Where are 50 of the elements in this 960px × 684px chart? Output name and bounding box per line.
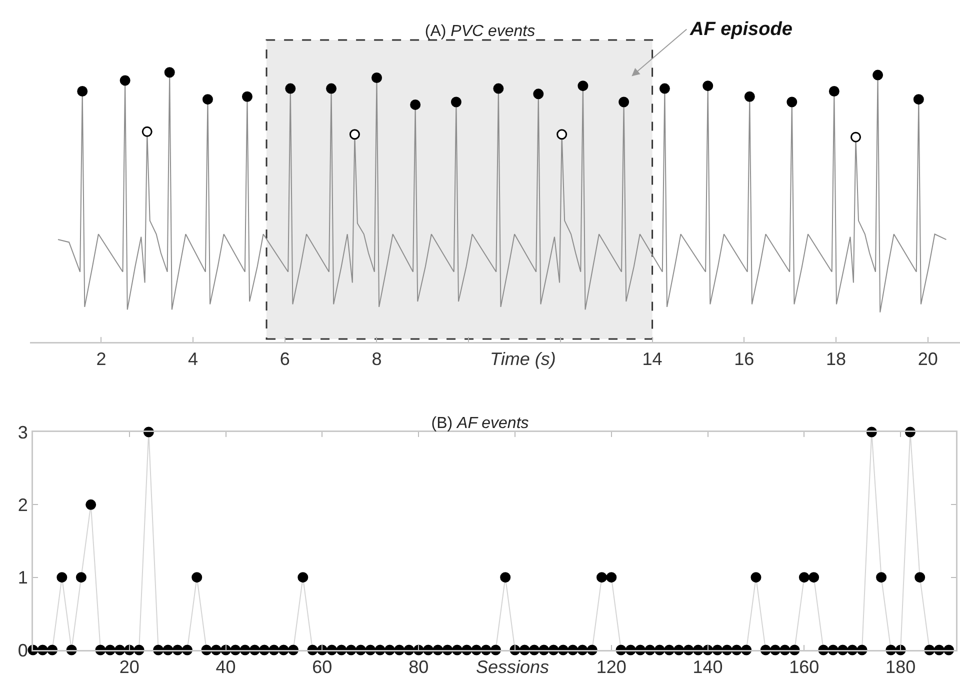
x-tick-label: 6 — [280, 349, 290, 370]
y-tick-label: 3 — [18, 422, 28, 442]
point — [533, 88, 544, 100]
y-tick-label: 1 — [18, 568, 28, 588]
point — [450, 96, 462, 108]
point — [242, 91, 252, 102]
point — [913, 94, 924, 105]
point — [744, 91, 755, 102]
point — [702, 80, 714, 92]
band-label: AF episode — [689, 19, 793, 40]
point — [77, 86, 88, 96]
point — [142, 126, 152, 137]
x-axis-title: Sessions — [476, 657, 550, 677]
y-tick-label: 2 — [18, 494, 28, 515]
x-tick-label: 80 — [408, 657, 429, 678]
x-tick-label: 18 — [826, 349, 846, 370]
x-axis-title: Time (s) — [490, 349, 556, 369]
point — [556, 129, 568, 140]
x-tick-label: 60 — [312, 657, 332, 678]
x-tick-label: 40 — [216, 657, 236, 678]
point — [786, 96, 798, 108]
x-tick-label: 160 — [789, 657, 820, 678]
x-tick-label: 140 — [692, 657, 723, 678]
point — [410, 99, 421, 110]
x-tick-label: 8 — [372, 349, 382, 370]
point — [202, 94, 213, 105]
chart-title: (B) AF events — [431, 415, 529, 432]
point — [850, 132, 861, 142]
x-tick-label: 120 — [596, 657, 626, 678]
point — [120, 75, 130, 86]
x-tick-label: 20 — [119, 657, 140, 678]
point — [326, 83, 337, 94]
x-tick-label: 180 — [886, 657, 916, 678]
point — [164, 67, 175, 78]
point — [872, 70, 884, 80]
point — [349, 129, 360, 140]
x-tick-label: 20 — [918, 349, 938, 370]
point — [828, 86, 840, 96]
point — [659, 83, 670, 94]
point — [285, 83, 296, 94]
chart-title: (A) PVC events — [424, 23, 536, 40]
point — [618, 96, 630, 108]
point — [578, 80, 588, 92]
x-tick-label: 4 — [188, 349, 198, 370]
x-tick-label: 2 — [96, 349, 106, 370]
x-tick-label: 14 — [642, 349, 662, 370]
y-tick-label: 0 — [18, 640, 28, 660]
x-tick-label: 16 — [734, 349, 754, 370]
point — [493, 83, 504, 94]
point — [371, 72, 382, 83]
